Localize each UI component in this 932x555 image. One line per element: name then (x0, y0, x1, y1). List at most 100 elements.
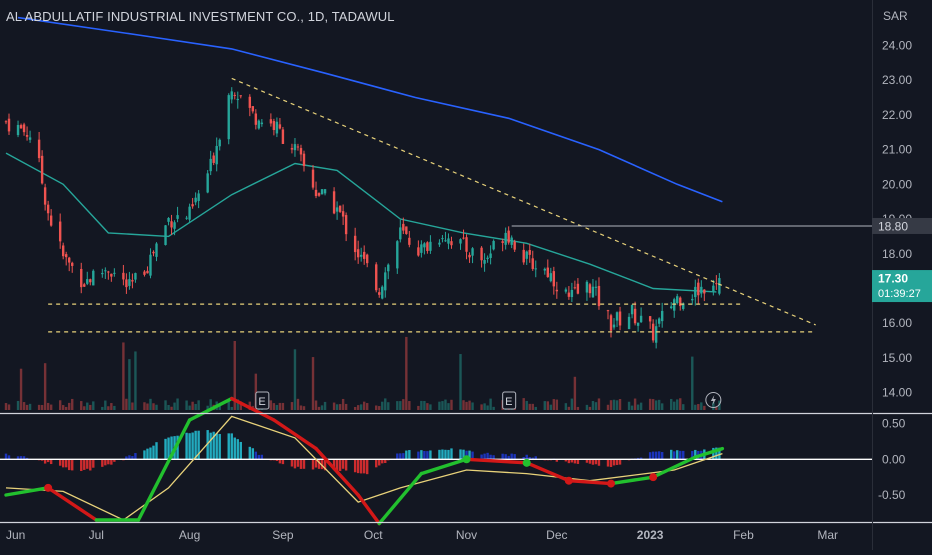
candle-body (670, 306, 673, 309)
candle-body (197, 193, 200, 201)
candle-body (673, 299, 676, 311)
candle-body (58, 221, 62, 242)
volume-bar (396, 401, 399, 410)
candle-body (525, 251, 528, 259)
volume-bar (278, 402, 282, 410)
candle-body (694, 286, 697, 298)
volume-bar (314, 400, 318, 410)
volume-bar (299, 405, 303, 410)
candle-body (125, 279, 128, 288)
volume-bar (691, 356, 694, 410)
candle-body (272, 121, 276, 131)
time-axis-tick-label: 2023 (637, 528, 664, 542)
histogram-bar (660, 452, 664, 460)
volume-bar (311, 357, 315, 410)
histogram-bar (504, 454, 507, 460)
histogram-bar (212, 431, 215, 460)
volume-bar (233, 340, 236, 410)
volume-bar (657, 399, 661, 410)
volume-bar (594, 402, 598, 410)
histogram-bar (609, 459, 613, 467)
histogram-bar (381, 459, 384, 464)
volume-bar (176, 398, 179, 410)
histogram-bar (573, 459, 577, 464)
candle-body (459, 239, 462, 244)
histogram-bar (143, 450, 146, 460)
price-axis-tick-label: 15.00 (882, 351, 912, 365)
volume-bar (236, 399, 239, 410)
volume-bar (332, 402, 336, 410)
volume-bar (4, 403, 8, 410)
histogram-bar (426, 451, 429, 460)
candle-body (362, 251, 366, 259)
histogram-bar (483, 453, 486, 460)
candle-body (420, 244, 423, 253)
candle-body (170, 221, 173, 228)
candle-body (417, 247, 420, 256)
volume-bar (359, 404, 363, 410)
histogram-bar (68, 459, 71, 471)
candle-body (344, 215, 348, 235)
volume-bar (7, 404, 11, 410)
volume-bar (146, 403, 149, 410)
volume-bar (356, 405, 360, 410)
macd-line-segment (609, 475, 655, 486)
volume-bar (660, 403, 664, 410)
time-axis-tick-label: Jun (6, 528, 25, 542)
price-axis-tick-label: 18.00 (882, 247, 912, 261)
volume-bar (399, 401, 402, 410)
candle-body (408, 237, 411, 245)
histogram-bar (296, 459, 300, 467)
histogram-bar (107, 459, 110, 465)
candle-body (697, 282, 700, 296)
level-price-tag (872, 217, 932, 234)
volume-bar (323, 401, 327, 410)
candle-body (143, 271, 146, 275)
volume-bar (483, 403, 486, 410)
candle-body (636, 322, 640, 326)
histogram-bar (188, 433, 191, 460)
earnings-event-label: E (258, 396, 265, 408)
histogram-bar (715, 447, 718, 460)
volume-bar (715, 406, 718, 410)
candle-body (107, 271, 110, 273)
macd-line-segment (230, 396, 276, 422)
histogram-bar (465, 450, 468, 460)
candle-body (423, 243, 426, 248)
volume-bar (362, 401, 366, 410)
candle-body (504, 232, 507, 245)
histogram-bar (528, 457, 531, 460)
volume-bar (555, 399, 559, 410)
histogram-bar (92, 459, 95, 468)
volume-bar (465, 401, 468, 410)
histogram-bar (164, 438, 167, 460)
volume-bar (378, 406, 381, 410)
volume-bar (218, 404, 221, 410)
volume-bar (341, 398, 345, 410)
volume-bar (155, 404, 158, 410)
macd-line-segment (136, 418, 192, 522)
candle-body (712, 285, 715, 292)
candle-body (528, 249, 531, 255)
histogram-bar (501, 453, 504, 460)
candle-body (317, 193, 321, 196)
volume-bar (143, 402, 146, 410)
candle-body (555, 289, 559, 292)
volume-bar (188, 405, 191, 410)
histogram-bar (206, 430, 209, 460)
candle-body (194, 197, 197, 203)
candle-body (597, 285, 601, 307)
candle-body (323, 189, 327, 194)
volume-bar (149, 398, 152, 410)
candle-body (293, 144, 297, 151)
candle-body (384, 272, 387, 291)
histogram-bar (176, 435, 179, 460)
candle-body (549, 273, 553, 282)
volume-bar (107, 406, 110, 410)
volume-bar (387, 402, 390, 410)
lightning-glyph (710, 395, 716, 406)
volume-bar (703, 405, 706, 410)
candle-body (299, 148, 303, 155)
histogram-bar (131, 456, 134, 460)
